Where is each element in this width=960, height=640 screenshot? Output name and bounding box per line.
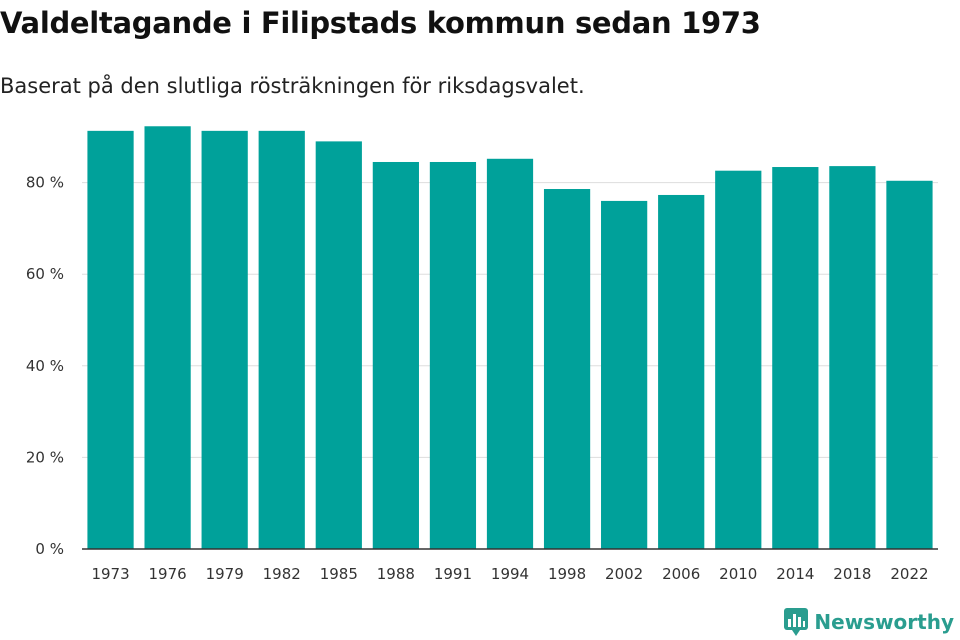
bar-1991 xyxy=(429,161,477,550)
bar-1994 xyxy=(486,158,534,549)
chart-title: Valdeltagande i Filipstads kommun sedan … xyxy=(0,6,761,40)
bar-1985 xyxy=(315,141,362,549)
x-tick-label: 2018 xyxy=(833,565,871,583)
bar-2006 xyxy=(658,194,705,549)
y-tick-label: 60 % xyxy=(26,265,64,283)
y-tick-label: 20 % xyxy=(26,448,64,466)
y-axis-ticks: 0 % 20 % 40 % 60 % 80 % xyxy=(26,174,64,558)
y-tick-label: 80 % xyxy=(26,174,64,192)
x-tick-label: 1976 xyxy=(149,565,187,583)
bar-2010 xyxy=(715,170,762,549)
y-tick-label: 40 % xyxy=(26,357,64,375)
x-tick-label: 1998 xyxy=(548,565,586,583)
x-tick-label: 1973 xyxy=(91,565,129,583)
x-tick-label: 2014 xyxy=(776,565,814,583)
chart-subtitle: Baserat på den slutliga rösträkningen fö… xyxy=(0,74,585,98)
bar-1979 xyxy=(201,130,248,549)
x-tick-label: 1991 xyxy=(434,565,472,583)
bar-chart: 0 % 20 % 40 % 60 % 80 % 1973 1976 1979 1982 1985… xyxy=(26,126,938,583)
bar-1973 xyxy=(87,130,134,549)
bar-1988 xyxy=(372,161,419,550)
bar-2002 xyxy=(601,200,648,550)
x-axis-ticks: 1973 1976 1979 1982 1985 1988 1991 1994 1998 2002… xyxy=(91,565,928,583)
x-tick-label: 2022 xyxy=(890,565,928,583)
bar-chart-logo-icon xyxy=(784,608,809,636)
x-tick-label: 1994 xyxy=(491,565,529,583)
x-tick-label: 2006 xyxy=(662,565,700,583)
bar-1976 xyxy=(144,126,191,550)
bar-1982 xyxy=(258,130,305,549)
bar-2014 xyxy=(772,167,819,549)
x-tick-label: 1979 xyxy=(206,565,244,583)
bar-2022 xyxy=(886,180,933,549)
x-tick-label: 2010 xyxy=(719,565,757,583)
y-tick-label: 0 % xyxy=(35,540,64,558)
x-tick-label: 1985 xyxy=(320,565,358,583)
brand-logo: Newsworthy xyxy=(784,608,954,636)
x-tick-label: 2002 xyxy=(605,565,643,583)
bar-2018 xyxy=(829,166,876,549)
bars xyxy=(87,126,933,550)
brand-name: Newsworthy xyxy=(814,610,954,634)
bar-1998 xyxy=(543,189,591,549)
x-tick-label: 1982 xyxy=(263,565,301,583)
x-tick-label: 1988 xyxy=(377,565,415,583)
